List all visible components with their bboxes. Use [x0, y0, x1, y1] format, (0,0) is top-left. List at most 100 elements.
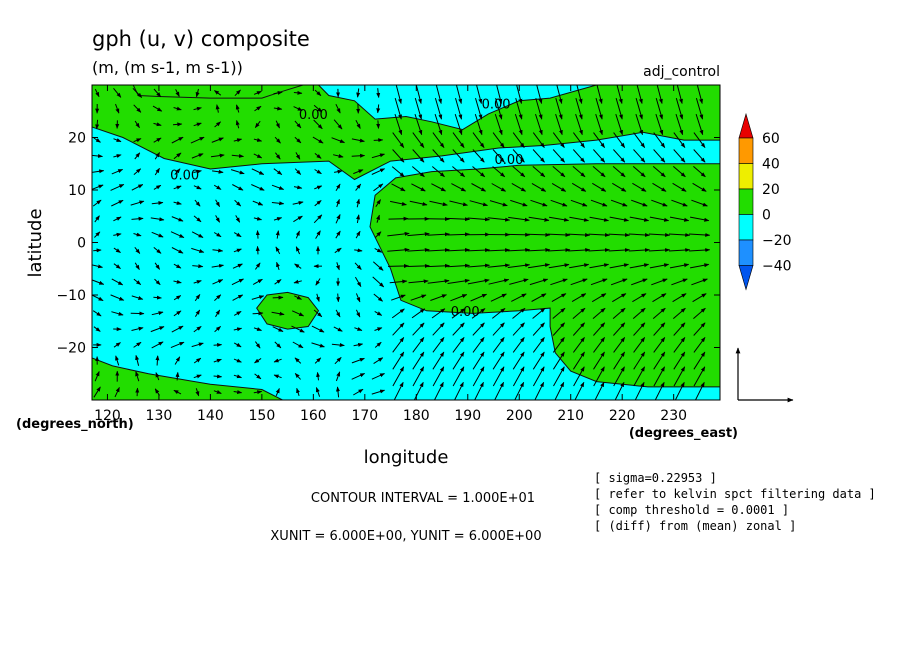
wind-vector	[472, 132, 485, 149]
x-unit-label: (degrees_east)	[629, 426, 738, 441]
wind-vector	[609, 216, 629, 222]
x-tick-label: 150	[249, 408, 276, 424]
wind-vector	[272, 295, 284, 300]
wind-vector	[391, 294, 406, 301]
wind-vector	[151, 341, 164, 349]
wind-vector	[595, 97, 603, 120]
wind-vector	[376, 104, 381, 114]
wind-vector	[431, 183, 446, 192]
wind-vector	[507, 248, 531, 253]
wind-vector	[231, 278, 244, 286]
experiment-label: adj_control	[643, 64, 720, 80]
wind-vector	[311, 325, 325, 333]
wind-vector	[672, 307, 686, 319]
wind-vector	[689, 232, 711, 237]
wind-vector	[213, 184, 222, 190]
x-tick-label: 190	[454, 408, 481, 424]
wind-vector	[175, 371, 180, 381]
wind-vector	[411, 166, 425, 178]
wind-vector	[673, 322, 686, 336]
wind-vector	[252, 278, 263, 285]
wind-vector	[492, 366, 505, 387]
wind-vector	[275, 388, 280, 397]
y-tick-label: 10	[68, 183, 86, 199]
wind-vector	[592, 307, 606, 319]
wind-vector	[432, 149, 445, 163]
wind-vector	[190, 136, 205, 144]
wind-vector	[153, 247, 162, 254]
wind-vector	[693, 351, 706, 370]
wind-vector	[292, 341, 304, 349]
wind-vector	[634, 381, 645, 400]
wind-vector	[152, 105, 163, 112]
wind-vector	[331, 137, 345, 144]
wind-vector	[495, 97, 503, 120]
wind-vector	[471, 183, 487, 192]
wind-vector	[234, 89, 241, 97]
wind-vector	[615, 113, 623, 136]
wind-vector	[491, 183, 507, 192]
wind-vector	[447, 278, 470, 284]
wind-vector	[432, 132, 445, 149]
colorbar-label: −20	[762, 233, 792, 249]
wind-vector	[431, 166, 445, 178]
wind-vector	[213, 90, 222, 96]
wind-vector	[450, 294, 468, 302]
wind-vector	[391, 308, 405, 319]
wind-vector	[371, 373, 385, 380]
wind-vector	[507, 263, 531, 268]
wind-vector	[552, 307, 566, 319]
wind-vector	[170, 341, 185, 349]
wind-vector	[355, 230, 361, 239]
wind-vector	[315, 293, 320, 302]
wind-vector	[649, 216, 670, 222]
wind-vector	[315, 278, 321, 286]
wind-vector	[692, 182, 707, 192]
wind-vector	[351, 138, 365, 143]
wind-vector	[653, 322, 666, 336]
note-line: [ refer to kelvin spct filtering data ]	[594, 487, 876, 501]
wind-vector	[314, 200, 322, 207]
wind-vector	[552, 166, 566, 178]
wind-vector	[94, 231, 101, 238]
wind-vector	[193, 185, 202, 190]
y-ticks: 20 10 0 −10 −20	[56, 131, 720, 357]
wind-vector	[153, 295, 162, 300]
wind-vector	[652, 166, 666, 178]
wind-vector	[92, 310, 102, 317]
colorbar-segment	[738, 188, 754, 215]
wind-vector	[555, 113, 563, 136]
wind-vector	[653, 336, 666, 353]
wind-vector	[451, 183, 467, 192]
wind-vector	[113, 154, 122, 158]
wind-vector	[392, 322, 405, 336]
wind-vector	[571, 182, 587, 192]
x-tick-label: 170	[351, 408, 378, 424]
x-tick-label: 180	[403, 408, 430, 424]
wind-vector	[654, 381, 665, 400]
wind-vector	[314, 169, 322, 175]
wind-vector	[410, 294, 427, 301]
wind-vector	[175, 89, 180, 97]
wind-vector	[388, 216, 409, 221]
wind-vector	[355, 119, 361, 129]
wind-vector	[467, 248, 491, 253]
wind-vector	[613, 336, 626, 353]
x-tick-label: 140	[197, 408, 224, 424]
wind-vector	[335, 183, 341, 192]
wind-vector	[114, 386, 120, 398]
wind-vector	[173, 152, 182, 160]
wind-vector	[572, 307, 586, 319]
wind-vector	[92, 264, 103, 269]
wind-vector	[354, 248, 363, 253]
wind-vector	[511, 182, 527, 192]
wind-vector	[395, 85, 402, 104]
wind-vector	[487, 217, 511, 222]
zero-contours	[92, 85, 720, 400]
wind-vector	[550, 278, 568, 286]
wind-vector	[552, 351, 565, 370]
wind-vector	[593, 336, 606, 353]
contour-label: 0.00	[451, 305, 480, 320]
wind-vector	[592, 166, 606, 178]
wind-vector	[413, 381, 424, 400]
